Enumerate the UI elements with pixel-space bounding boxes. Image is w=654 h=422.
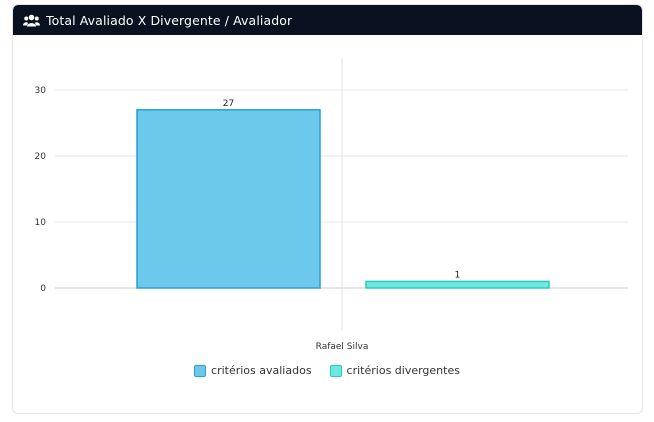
legend-swatch (194, 364, 207, 377)
bar-chart: 0 10 20 30 27 1 Rafael Silva (35, 58, 628, 352)
y-tick-label: 20 (35, 152, 47, 162)
chart-bars: 27 1 (136, 99, 550, 289)
legend-swatch (329, 364, 342, 377)
legend-item-avaliados[interactable]: critérios avaliados (194, 364, 312, 377)
y-axis: 0 10 20 30 (35, 86, 47, 294)
card-header: Total Avaliado X Divergente / Avaliador (13, 5, 642, 35)
card-title: Total Avaliado X Divergente / Avaliador (46, 12, 293, 28)
data-label: 1 (455, 270, 461, 280)
x-axis: Rafael Silva (316, 342, 369, 352)
y-tick-label: 30 (35, 86, 47, 96)
legend-label: critérios avaliados (211, 364, 312, 377)
x-tick-label: Rafael Silva (316, 342, 369, 352)
bar (136, 109, 321, 289)
chart-card: Total Avaliado X Divergente / Avaliador (12, 4, 643, 414)
legend-item-divergentes[interactable]: critérios divergentes (329, 364, 460, 377)
bar (365, 280, 550, 289)
data-label: 27 (223, 99, 234, 109)
chart-legend: critérios avaliados critérios divergente… (0, 364, 654, 377)
y-tick-label: 10 (35, 218, 47, 228)
users-icon (23, 14, 40, 26)
legend-label: critérios divergentes (346, 364, 460, 377)
y-tick-label: 0 (40, 284, 46, 294)
